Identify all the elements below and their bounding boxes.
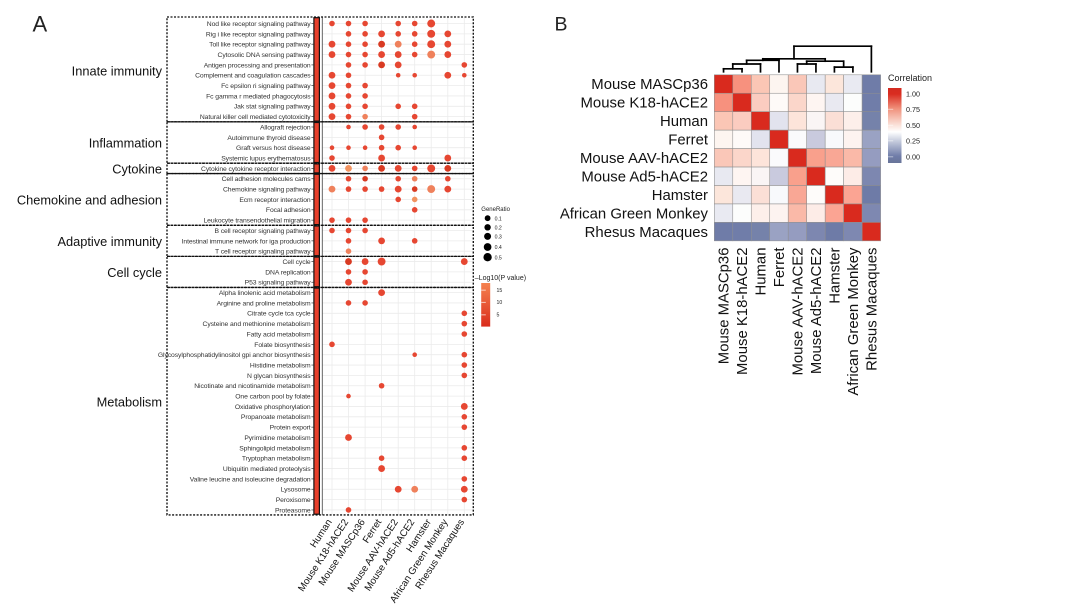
svg-text:10: 10	[497, 300, 503, 306]
svg-text:Ecm receptor interaction: Ecm receptor interaction	[239, 197, 311, 204]
svg-text:Metabolism: Metabolism	[97, 394, 162, 409]
svg-text:0.2: 0.2	[495, 225, 502, 231]
svg-text:Antigen processing and present: Antigen processing and presentation	[204, 62, 311, 69]
svg-text:Pyrimidine metabolism: Pyrimidine metabolism	[244, 435, 311, 442]
svg-text:P53 signaling pathway: P53 signaling pathway	[245, 280, 312, 287]
svg-text:T cell receptor signaling path: T cell receptor signaling pathway	[215, 249, 311, 256]
svg-text:Rhesus Macaques: Rhesus Macaques	[585, 225, 708, 241]
svg-text:Toll like receptor signaling p: Toll like receptor signaling pathway	[209, 42, 311, 49]
svg-text:Fc epsilon ri signaling pathwa: Fc epsilon ri signaling pathway	[221, 83, 311, 90]
svg-text:Mouse MASCp36: Mouse MASCp36	[591, 77, 708, 93]
svg-text:Fatty acid metabolism: Fatty acid metabolism	[247, 331, 311, 338]
svg-text:Mouse AAV-hACE2: Mouse AAV-hACE2	[791, 248, 807, 376]
svg-text:Chemokine signaling pathway: Chemokine signaling pathway	[223, 187, 311, 194]
svg-text:Human: Human	[754, 248, 770, 296]
svg-text:Hamster: Hamster	[828, 247, 844, 303]
svg-text:Sphingolipid metabolism: Sphingolipid metabolism	[239, 445, 311, 452]
svg-text:Protein export: Protein export	[270, 425, 311, 432]
svg-text:Systemic lupus erythematosus: Systemic lupus erythematosus	[221, 155, 311, 162]
svg-text:Jak stat signaling pathway: Jak stat signaling pathway	[234, 104, 311, 111]
svg-text:Complement and coagulation cas: Complement and coagulation cascades	[195, 73, 311, 80]
svg-text:0.75: 0.75	[906, 105, 920, 114]
svg-text:Mouse K18-hACE2: Mouse K18-hACE2	[735, 248, 751, 375]
svg-text:5: 5	[497, 313, 500, 319]
svg-text:Ubiquitin mediated proteolysis: Ubiquitin mediated proteolysis	[223, 466, 311, 473]
svg-text:Ferret: Ferret	[772, 247, 788, 288]
svg-text:Human: Human	[660, 114, 708, 130]
svg-text:Histidine metabolism: Histidine metabolism	[250, 362, 311, 369]
svg-text:Folate biosynthesis: Folate biosynthesis	[254, 342, 311, 349]
svg-text:Ferret: Ferret	[668, 133, 709, 149]
svg-text:Allograft rejection: Allograft rejection	[260, 124, 311, 131]
svg-text:Alpha linolenic acid metabolis: Alpha linolenic acid metabolism	[219, 290, 311, 297]
svg-text:A: A	[33, 12, 48, 37]
svg-text:Lysosome: Lysosome	[281, 487, 311, 494]
svg-text:Cytosolic DNA sensing pathway: Cytosolic DNA sensing pathway	[218, 52, 312, 59]
svg-text:B: B	[555, 14, 568, 36]
svg-text:Focal adhesion: Focal adhesion	[266, 207, 311, 214]
svg-text:0.5: 0.5	[495, 255, 502, 261]
svg-text:Citrate cycle tca cycle: Citrate cycle tca cycle	[247, 311, 311, 318]
svg-text:Mouse Ad5-hACE2: Mouse Ad5-hACE2	[809, 248, 825, 375]
svg-text:Mouse Ad5-hACE2: Mouse Ad5-hACE2	[581, 170, 708, 186]
svg-text:African Green Monkey: African Green Monkey	[560, 206, 709, 222]
svg-text:Glycosylphosphatidylinositol g: Glycosylphosphatidylinositol gpi anchor …	[158, 352, 311, 359]
svg-text:Cytokine cytokine receptor int: Cytokine cytokine receptor interaction	[201, 166, 311, 173]
svg-text:Cell cycle: Cell cycle	[107, 265, 162, 280]
svg-text:Graft versus host disease: Graft versus host disease	[236, 145, 311, 152]
svg-text:Rig i like receptor signaling: Rig i like receptor signaling pathway	[206, 31, 311, 38]
svg-text:One carbon pool by folate: One carbon pool by folate	[235, 394, 311, 401]
svg-text:Leukocyte transendothelial mig: Leukocyte transendothelial migration	[203, 218, 310, 225]
svg-text:African Green Monkey: African Green Monkey	[846, 247, 862, 396]
svg-text:Chemokine and adhesion: Chemokine and adhesion	[17, 193, 162, 208]
svg-text:Hamster: Hamster	[652, 188, 708, 204]
svg-text:Tryptophan metabolism: Tryptophan metabolism	[242, 456, 311, 463]
svg-text:Adaptive immunity: Adaptive immunity	[57, 234, 162, 249]
svg-text:Mouse K18-hACE2: Mouse K18-hACE2	[581, 96, 708, 112]
svg-text:Mouse MASCp36: Mouse MASCp36	[717, 248, 733, 365]
svg-text:Correlation: Correlation	[888, 73, 932, 83]
svg-text:Intestinal immune network for: Intestinal immune network for iga produc…	[182, 238, 311, 245]
svg-text:Nicotinate and nicotinamide me: Nicotinate and nicotinamide metabolism	[194, 383, 311, 390]
svg-text:Propanoate metabolism: Propanoate metabolism	[241, 414, 311, 421]
svg-text:Rhesus Macaques: Rhesus Macaques	[865, 248, 881, 371]
svg-text:Arginine and proline metabolis: Arginine and proline metabolism	[217, 300, 311, 307]
svg-text:Innate immunity: Innate immunity	[72, 63, 163, 78]
svg-text:Peroxisome: Peroxisome	[276, 497, 311, 504]
svg-text:Mouse AAV-hACE2: Mouse AAV-hACE2	[580, 151, 708, 167]
svg-text:0.50: 0.50	[906, 121, 920, 130]
svg-text:Cell cycle: Cell cycle	[283, 259, 311, 266]
svg-text:1.00: 1.00	[906, 90, 920, 99]
svg-text:N glycan biosynthesis: N glycan biosynthesis	[247, 373, 311, 380]
svg-text:GeneRatio: GeneRatio	[481, 207, 510, 213]
svg-text:Proteasome: Proteasome	[275, 507, 311, 514]
svg-text:Cysteine and methionine metabo: Cysteine and methionine metabolism	[203, 321, 311, 328]
svg-text:0.3: 0.3	[495, 235, 502, 241]
svg-text:Autoimmune thyroid disease: Autoimmune thyroid disease	[227, 135, 310, 142]
svg-text:Fc gamma r mediated phagocytos: Fc gamma r mediated phagocytosis	[206, 93, 311, 100]
svg-text:Inflammation: Inflammation	[89, 136, 162, 151]
svg-text:Cytokine: Cytokine	[112, 161, 162, 176]
svg-text:Natural killer cell mediated c: Natural killer cell mediated cytotoxicit…	[200, 114, 311, 121]
svg-text:0.4: 0.4	[495, 245, 502, 251]
svg-text:B cell receptor signaling path: B cell receptor signaling pathway	[215, 228, 312, 235]
svg-text:Nod like receptor signaling pa: Nod like receptor signaling pathway	[207, 21, 312, 28]
svg-text:Valine leucine and isoleucine: Valine leucine and isoleucine degradatio…	[190, 476, 311, 483]
svg-text:0.25: 0.25	[906, 137, 920, 146]
svg-text:Cell adhesion molecules cams: Cell adhesion molecules cams	[222, 176, 312, 183]
svg-text:Oxidative phosphorylation: Oxidative phosphorylation	[235, 404, 311, 411]
svg-text:DNA replication: DNA replication	[265, 269, 311, 276]
svg-text:0.1: 0.1	[495, 216, 502, 222]
svg-text:15: 15	[497, 288, 503, 294]
svg-text:0.00: 0.00	[906, 153, 920, 162]
svg-text:–Log10(P value): –Log10(P value)	[475, 275, 526, 282]
